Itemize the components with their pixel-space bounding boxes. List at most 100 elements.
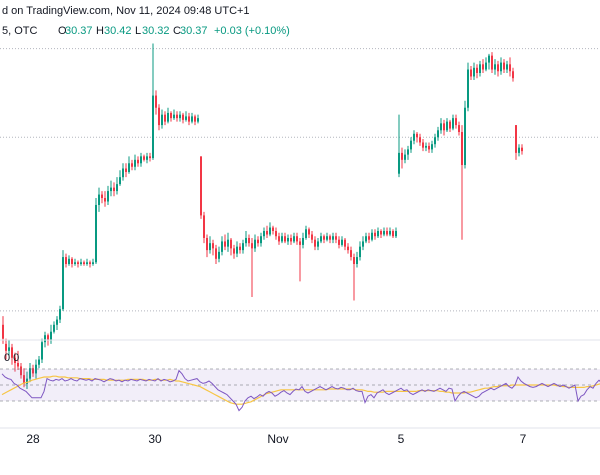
candle-body	[515, 125, 517, 153]
candle-body	[431, 144, 433, 150]
candle-body	[470, 69, 472, 77]
candle-body	[89, 262, 91, 265]
candle-body	[116, 184, 118, 192]
reference-lines	[0, 48, 600, 312]
candle-body	[299, 241, 301, 245]
candle-body	[347, 246, 349, 251]
candle-body	[68, 258, 70, 265]
candle-body	[179, 114, 181, 119]
candle-body	[245, 237, 247, 244]
candle-body	[323, 236, 325, 240]
ohlc-change: +0.03 (+0.10%)	[214, 25, 290, 37]
candle-body	[191, 116, 193, 122]
candle-body	[275, 231, 277, 237]
candle-body	[122, 168, 124, 178]
candle-body	[71, 258, 73, 265]
candle-body	[221, 241, 223, 252]
candle-body	[506, 64, 508, 70]
rsi-values: 0 0	[4, 352, 19, 364]
x-tick-label: 28	[26, 432, 40, 446]
candle-body	[167, 112, 169, 122]
ohlc-low-value: 30.32	[142, 25, 170, 37]
rsi-lines	[1, 369, 600, 412]
candle-body	[158, 107, 160, 126]
candle-body	[290, 237, 292, 242]
candle-body	[50, 331, 52, 341]
x-tick-label: Nov	[267, 432, 288, 446]
candle-body	[440, 123, 442, 131]
candle-body	[491, 55, 493, 70]
rsi-ma-line	[1, 375, 600, 405]
rsi-levels	[0, 368, 600, 402]
candle-body	[284, 236, 286, 242]
candle-body	[395, 231, 397, 237]
candle-body	[92, 262, 94, 265]
candle-body	[209, 243, 211, 251]
candle-body	[386, 231, 388, 235]
candle-body	[362, 241, 364, 247]
candle-body	[305, 229, 307, 238]
candle-body	[137, 159, 139, 164]
candle-body	[401, 152, 403, 160]
ohlc-open-value: 30.37	[65, 25, 93, 37]
ohlc-legend: 5, OTC O 30.37 H 30.42 L 30.32 C 30.37 +…	[2, 25, 290, 37]
candle-body	[272, 227, 274, 232]
candle-body	[488, 55, 490, 63]
candle-body	[263, 231, 265, 237]
candle-body	[419, 137, 421, 143]
candle-body	[95, 204, 97, 263]
candle-body	[197, 118, 199, 122]
candle-body	[257, 239, 259, 244]
candle-body	[500, 62, 502, 72]
candle-body	[293, 236, 295, 242]
ohlc-close-label: C	[173, 25, 181, 37]
candle-body	[182, 114, 184, 120]
candle-body	[365, 236, 367, 242]
candle-body	[152, 95, 154, 159]
candle-body	[479, 64, 481, 73]
candle-body	[236, 246, 238, 254]
candle-body	[251, 243, 253, 249]
candle-body	[161, 114, 163, 126]
rsi-line	[1, 369, 600, 412]
candle-body	[464, 107, 466, 166]
candle-body	[74, 262, 76, 265]
time-axis: 28 30 Nov 5 7	[26, 432, 526, 446]
candle-body	[344, 239, 346, 247]
candle-body	[434, 137, 436, 145]
candle-body	[242, 243, 244, 251]
candle-body	[164, 114, 166, 122]
candle-body	[473, 67, 475, 77]
candle-body	[374, 232, 376, 237]
x-tick-label: 5	[398, 432, 405, 446]
candle-body	[8, 347, 10, 351]
candle-body	[392, 231, 394, 237]
candle-body	[326, 236, 328, 240]
candle-body	[353, 257, 355, 265]
candle-body	[260, 236, 262, 244]
candle-body	[497, 64, 499, 72]
candle-body	[11, 347, 13, 358]
candle-body	[176, 114, 178, 119]
candle-body	[23, 375, 25, 384]
candle-body	[476, 67, 478, 73]
candle-body	[2, 324, 4, 339]
candle-body	[368, 236, 370, 240]
candle-body	[77, 262, 79, 265]
symbol-label: 5, OTC	[2, 25, 38, 37]
candle-body	[329, 236, 331, 240]
candle-body	[107, 191, 109, 202]
ohlc-open-label: O	[58, 25, 67, 37]
candle-body	[26, 378, 28, 384]
candle-body	[140, 156, 142, 164]
candle-body	[41, 342, 43, 360]
candle-body	[65, 257, 67, 265]
candle-body	[380, 231, 382, 235]
candle-body	[383, 231, 385, 235]
candle-body	[278, 236, 280, 242]
candle-body	[218, 251, 220, 259]
candle-body	[44, 335, 46, 343]
ohlc-high-value: 30.42	[104, 25, 132, 37]
candle-body	[311, 234, 313, 240]
candle-body	[188, 116, 190, 122]
